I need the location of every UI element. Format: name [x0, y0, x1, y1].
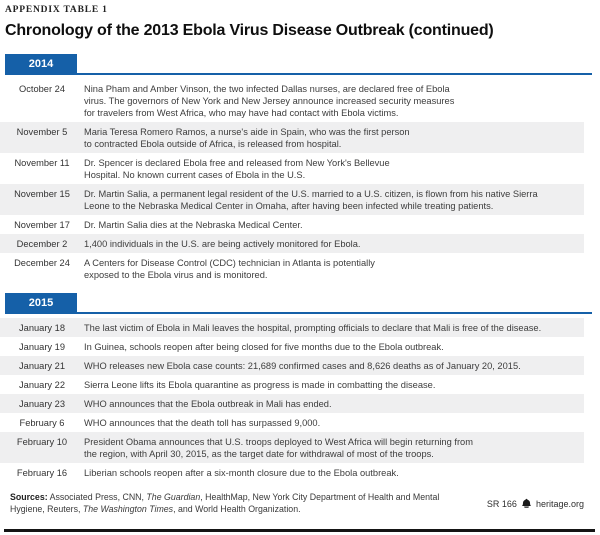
event-description: Nina Pham and Amber Vinson, the two infe…	[84, 83, 455, 118]
sources-text-italic: The Washington Times	[82, 503, 174, 514]
event-description: Liberian schools reopen after a six-mont…	[84, 467, 399, 478]
table-row: October 24 Nina Pham and Amber Vinson, th…	[0, 79, 584, 122]
year-section: 2015 January 18 The last victim of Ebola i…	[0, 293, 592, 482]
event-date: November 5	[16, 126, 68, 137]
table-row: January 22 Sierra Leone lifts its Ebola q…	[0, 375, 584, 394]
table-row: February 10 President Obama announces tha…	[0, 432, 584, 463]
event-description: Dr. Martin Salia dies at the Nebraska Me…	[84, 219, 303, 230]
event-date: November 17	[14, 219, 70, 230]
sources-text: , HealthMap, New York City Department of…	[10, 492, 440, 514]
table-row: November 11 Dr. Spencer is declared Ebola…	[0, 153, 584, 184]
table-row: February 6 WHO announces that the death t…	[0, 413, 584, 432]
appendix-table-label: APPENDIX TABLE 1	[5, 5, 108, 15]
event-date: November 11	[14, 157, 70, 168]
event-date: November 15	[14, 188, 70, 199]
site-url: heritage.org	[535, 498, 584, 509]
table-row: December 24 A Centers for Disease Control…	[0, 253, 584, 284]
event-date: January 22	[19, 379, 65, 390]
event-date: February 10	[16, 436, 68, 447]
sources-text: Associated Press, CNN,	[47, 492, 147, 502]
year-tab-row: 2014	[5, 54, 592, 75]
event-date: October 24	[19, 83, 65, 94]
table-row: December 2 1,400 individuals in the U.S. …	[0, 234, 584, 253]
liberty-bell-icon	[521, 498, 532, 509]
event-description: 1,400 individuals in the U.S. are being …	[84, 238, 361, 249]
event-description: WHO announces that the Ebola outbreak in…	[84, 398, 332, 409]
year-tab-row: 2015	[5, 293, 592, 314]
event-description: Sierra Leone lifts its Ebola quarantine …	[84, 379, 436, 390]
bottom-rule	[4, 529, 595, 532]
table-row: January 19 In Guinea, schools reopen afte…	[0, 337, 584, 356]
sources-text: , and World Health Organization.	[173, 503, 301, 514]
event-date: January 23	[19, 398, 65, 409]
event-date: January 19	[19, 341, 65, 352]
event-date: February 16	[16, 467, 68, 478]
event-rows: October 24 Nina Pham and Amber Vinson, th…	[0, 79, 584, 284]
year-tab: 2014	[5, 54, 77, 73]
event-description: Dr. Spencer is declared Ebola free and r…	[84, 157, 390, 180]
event-date: December 2	[16, 238, 68, 249]
table-row: January 18 The last victim of Ebola in Ma…	[0, 318, 584, 337]
event-rows: January 18 The last victim of Ebola in Ma…	[0, 318, 584, 482]
footer: Sources: Associated Press, CNN, The Guar…	[10, 492, 584, 515]
report-id: SR 166	[486, 498, 517, 509]
sources-text-italic: The Guardian	[146, 492, 201, 502]
event-description: Maria Teresa Romero Ramos, a nurse's aid…	[84, 126, 410, 149]
year-section: 2014 October 24 Nina Pham and Amber Vinson…	[0, 54, 592, 284]
event-date: January 18	[19, 322, 65, 333]
table-row: January 23 WHO announces that the Ebola o…	[0, 394, 584, 413]
table-row: February 16 Liberian schools reopen after…	[0, 463, 584, 482]
page-title: Chronology of the 2013 Ebola Virus Disea…	[5, 22, 494, 39]
event-description: A Centers for Disease Control (CDC) tech…	[84, 257, 375, 280]
chronology-table: 2014 October 24 Nina Pham and Amber Vinson…	[0, 54, 592, 482]
year-tab: 2015	[5, 293, 77, 312]
event-description: WHO releases new Ebola case counts: 21,6…	[84, 360, 521, 371]
event-description: The last victim of Ebola in Mali leaves …	[84, 322, 542, 333]
sources-note: Sources: Associated Press, CNN, The Guar…	[10, 492, 462, 515]
table-row: November 15 Dr. Martin Salia, a permanent…	[0, 184, 584, 215]
table-row: January 21 WHO releases new Ebola case co…	[0, 356, 584, 375]
report-page: APPENDIX TABLE 1 Chronology of the 2013 …	[0, 5, 592, 515]
event-description: Dr. Martin Salia, a permanent legal resi…	[84, 188, 538, 211]
event-date: January 21	[19, 360, 65, 371]
event-description: President Obama announces that U.S. troo…	[84, 436, 473, 459]
event-date: February 6	[19, 417, 65, 428]
event-date: December 24	[14, 257, 70, 268]
table-row: November 5 Maria Teresa Romero Ramos, a n…	[0, 122, 584, 153]
event-description: WHO announces that the death toll has su…	[84, 417, 321, 428]
report-brand: SR 166 heritage.org	[487, 498, 584, 515]
sources-label: Sources:	[10, 492, 48, 502]
table-row: November 17 Dr. Martin Salia dies at the …	[0, 215, 584, 234]
event-description: In Guinea, schools reopen after being cl…	[84, 341, 444, 352]
